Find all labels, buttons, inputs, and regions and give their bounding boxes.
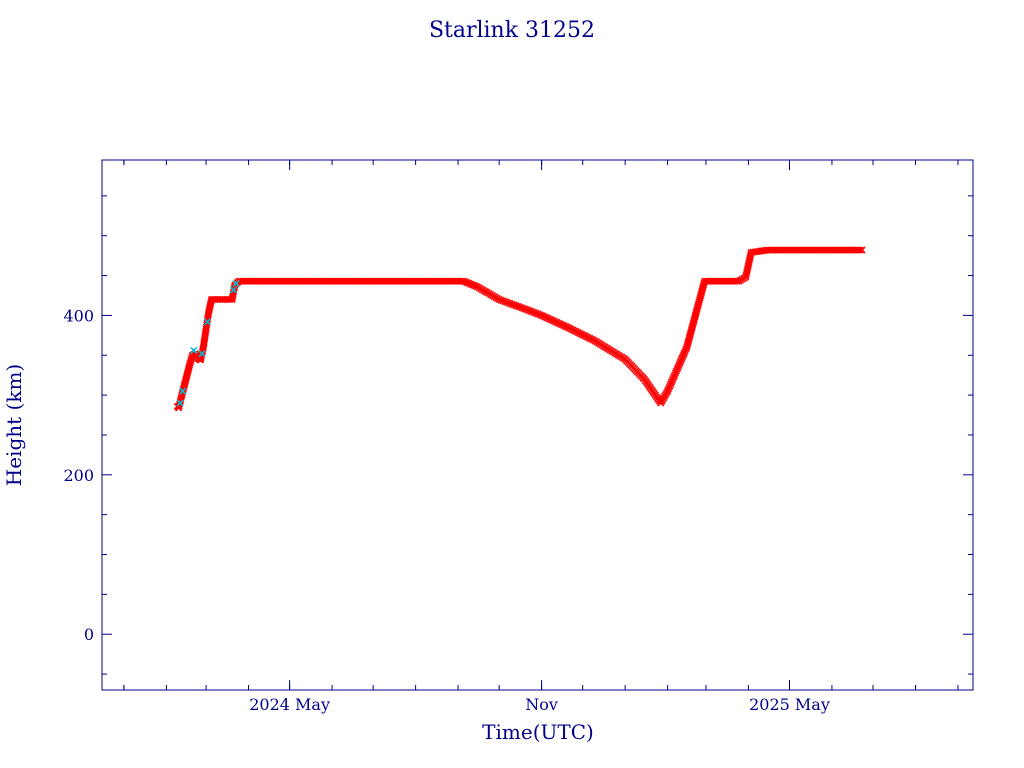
data-point <box>232 279 240 288</box>
chart-title: Starlink 31252 <box>429 18 595 43</box>
x-tick-label: Nov <box>525 695 558 714</box>
data-point <box>499 297 507 305</box>
series-1 <box>176 279 240 407</box>
plot-frame <box>101 159 974 691</box>
data-point <box>856 246 864 254</box>
y-tick-label: 0 <box>84 625 94 644</box>
series-0 <box>173 246 866 412</box>
axis-ticks: 2024 May Nov 2025 May 0 200 400 <box>63 160 973 714</box>
x-axis-label: Time(UTC) <box>482 720 594 744</box>
data-series <box>173 246 866 412</box>
data-point <box>517 304 526 312</box>
y-tick-label: 200 <box>63 466 94 485</box>
data-point <box>516 303 524 311</box>
data-point <box>858 246 866 254</box>
data-point <box>512 302 520 310</box>
data-point <box>495 295 503 304</box>
x-tick-label: 2024 May <box>249 695 330 714</box>
data-point <box>501 297 509 306</box>
data-point <box>176 399 184 407</box>
x-tick-label: 2025 May <box>749 695 830 714</box>
data-point <box>503 298 511 306</box>
data-point <box>497 296 505 304</box>
data-point <box>519 304 527 312</box>
data-point <box>510 301 518 309</box>
data-point <box>190 346 198 355</box>
y-axis-label: Height (km) <box>2 364 26 486</box>
data-point <box>198 350 206 358</box>
y-tick-label: 400 <box>63 306 94 325</box>
data-point <box>229 286 238 294</box>
data-point <box>514 302 522 310</box>
data-point <box>504 299 513 307</box>
data-point <box>508 300 516 308</box>
data-point <box>506 300 514 308</box>
data-point <box>179 387 187 395</box>
data-point <box>203 318 212 326</box>
